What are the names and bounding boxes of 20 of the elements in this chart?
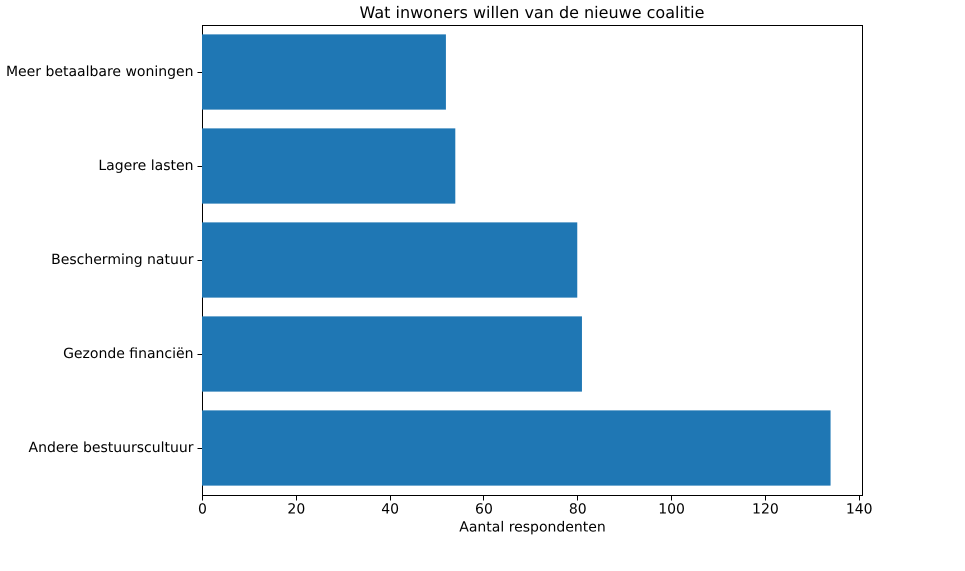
y-tick-label: Meer betaalbare woningen xyxy=(6,64,194,80)
bar xyxy=(202,410,831,486)
x-tick-label: 0 xyxy=(198,502,207,518)
y-tick-label: Bescherming natuur xyxy=(51,252,194,268)
x-tick-label: 40 xyxy=(381,502,400,518)
chart-title: Wat inwoners willen van de nieuwe coalitie xyxy=(360,3,704,22)
x-tick-label: 140 xyxy=(846,502,873,518)
y-tick-label: Gezonde financiën xyxy=(63,346,194,362)
bar xyxy=(202,316,582,392)
x-axis-title: Aantal respondenten xyxy=(459,520,606,536)
bar xyxy=(202,128,456,204)
x-tick-label: 100 xyxy=(658,502,685,518)
x-tick-label: 80 xyxy=(568,502,587,518)
x-tick-label: 60 xyxy=(475,502,493,518)
x-tick-label: 20 xyxy=(287,502,306,518)
y-tick-label: Andere bestuurscultuur xyxy=(28,440,194,456)
bar xyxy=(202,222,578,298)
x-tick-label: 120 xyxy=(752,502,779,518)
y-tick-label: Lagere lasten xyxy=(98,158,194,174)
bar xyxy=(202,34,446,110)
